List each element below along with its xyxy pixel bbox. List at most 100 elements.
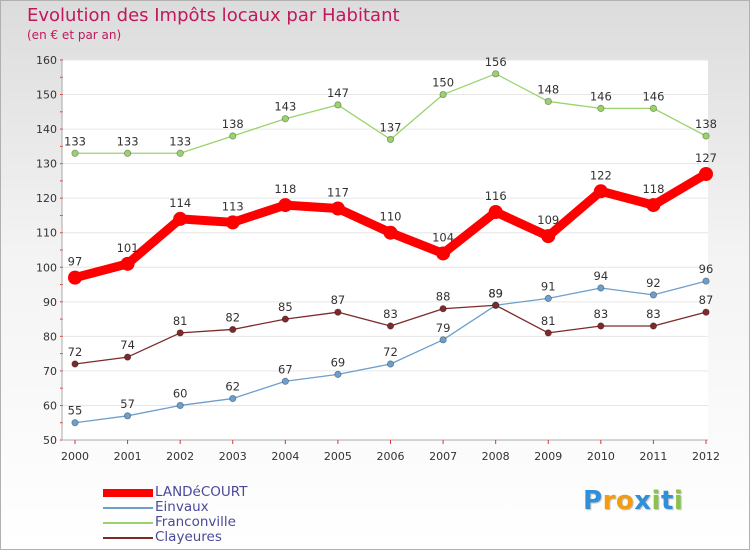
x-tick-label: 2001 [114,450,142,463]
chart-subtitle: (en € et par an) [27,28,122,42]
data-label: 101 [117,241,139,255]
series-landécourt: 97 101 114 113 118 117 110 104 116 109 122 118 127 [68,151,717,285]
legend-item: LANDéCOURT [103,484,323,500]
data-point [281,377,289,385]
data-point [593,184,608,199]
data-point [597,322,605,330]
data-label: 150 [432,76,454,90]
data-label: 96 [699,262,714,276]
data-point [229,325,237,334]
data-label: 89 [488,286,503,300]
data-point [176,401,184,410]
data-point [544,329,552,337]
data-label: 87 [699,293,714,307]
data-label: 148 [537,82,559,96]
data-label: 137 [380,120,402,134]
y-tick-label: 80 [43,330,57,343]
data-point [120,256,135,271]
series-franconville: 133 133 133 138 143 147 137 150 156 148 146 146 138 [64,55,717,157]
data-label: 67 [278,362,293,376]
data-label: 69 [331,355,346,369]
x-tick-label: 2006 [377,450,405,463]
y-tick-label: 150 [36,89,57,102]
x-tick-label: 2011 [639,450,667,463]
data-label: 146 [642,89,664,103]
legend-label: Einvaux [155,499,209,515]
data-label: 62 [225,380,240,394]
data-label: 85 [278,300,293,314]
data-point [492,301,500,309]
data-label: 116 [485,189,507,203]
plot-area [62,60,708,440]
data-label: 97 [68,255,83,269]
data-point [702,277,710,285]
data-point [334,370,342,378]
data-label: 81 [173,314,188,328]
logo-letter: i [651,486,661,516]
y-tick-label: 120 [36,192,57,205]
data-label: 60 [173,386,188,400]
data-label: 118 [274,182,296,196]
x-tick-label: 2005 [324,450,352,463]
x-tick-label: 2008 [482,450,510,463]
logo-letter: x [634,486,652,516]
data-point [386,360,395,368]
data-label: 109 [537,213,559,227]
data-point [439,305,447,313]
x-tick-label: 2009 [534,450,562,463]
data-point [176,329,184,337]
data-point [229,132,237,140]
data-point [541,229,556,244]
data-label: 94 [594,269,609,283]
x-tick-label: 2010 [587,450,615,463]
data-point [229,394,237,403]
data-point [281,315,289,323]
data-label: 118 [642,182,664,196]
data-point [492,70,500,78]
x-tick-label: 2004 [271,450,299,463]
legend-item: Clayeures [103,529,323,545]
chart-legend: LANDéCOURT Einvaux Franconville Clayeures [103,484,323,545]
data-point [281,115,289,123]
legend-swatch [103,537,153,539]
data-label: 91 [541,279,556,293]
x-tick-label: 2000 [61,450,89,463]
data-point [597,284,605,292]
data-point [544,97,552,106]
data-point [278,198,293,213]
chart-title: Evolution des Impôts locaux par Habitant [27,5,400,26]
data-point [123,353,132,361]
data-label: 89 [488,286,503,300]
data-label: 117 [327,186,349,200]
data-label: 82 [225,310,240,324]
data-point [334,101,342,109]
data-point [544,294,552,302]
data-point [699,167,713,181]
y-tick-label: 70 [43,365,57,378]
logo-letter: r [602,486,616,516]
y-tick-label: 100 [36,261,57,274]
data-label: 79 [436,321,451,335]
data-label: 55 [68,404,83,418]
legend-swatch [103,507,153,509]
x-tick-label: 2002 [166,450,194,463]
data-point [649,322,658,330]
data-label: 72 [68,345,83,359]
data-point [702,132,710,140]
data-point [71,360,79,368]
proxiti-logo: Proxiti [583,486,683,516]
legend-label: Franconville [155,514,236,530]
data-label: 133 [64,134,86,148]
y-tick-label: 110 [36,227,57,240]
y-tick-label: 50 [43,434,57,447]
data-point [386,322,395,330]
x-tick-label: 2003 [219,450,247,463]
data-point [386,135,395,144]
data-point [436,246,451,261]
data-point [176,149,184,157]
legend-label: LANDéCOURT [155,484,248,500]
data-point [334,308,342,316]
data-point [71,419,79,427]
data-label: 81 [541,314,556,328]
